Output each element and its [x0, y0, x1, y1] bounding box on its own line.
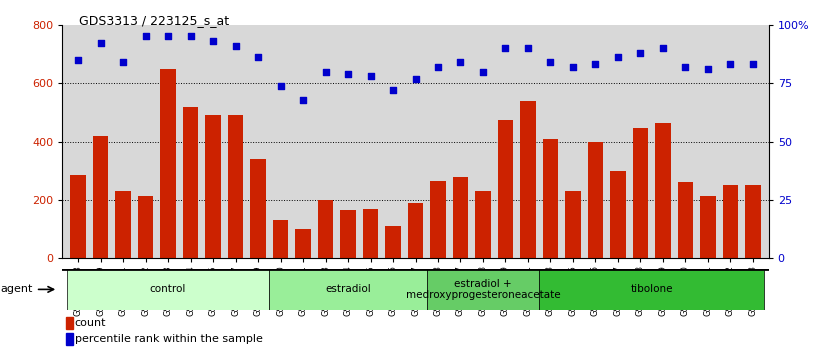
Bar [66, 317, 73, 329]
Point [206, 38, 219, 44]
Bar [408, 203, 423, 258]
Bar [677, 182, 693, 258]
Point [679, 64, 692, 70]
Bar [317, 200, 333, 258]
Bar [362, 209, 378, 258]
Point [746, 62, 760, 67]
Bar [655, 122, 671, 258]
Point [476, 69, 489, 74]
Bar [427, 269, 539, 310]
Point [319, 69, 332, 74]
Bar [269, 269, 427, 310]
Point [116, 59, 130, 65]
Bar [340, 210, 356, 258]
Point [364, 73, 377, 79]
Point [454, 59, 467, 65]
Text: count: count [75, 318, 106, 328]
Bar [273, 221, 288, 258]
Text: agent: agent [1, 284, 33, 295]
Bar [498, 120, 514, 258]
Bar [539, 269, 765, 310]
Bar [610, 171, 626, 258]
Point [229, 43, 242, 48]
Bar [228, 115, 243, 258]
Bar [116, 191, 131, 258]
Bar [745, 185, 761, 258]
Bar [66, 333, 73, 345]
Bar [160, 69, 176, 258]
Text: tibolone: tibolone [631, 284, 673, 295]
Bar [66, 269, 269, 310]
Point [94, 41, 107, 46]
Bar [700, 196, 715, 258]
Text: GDS3313 / 223125_s_at: GDS3313 / 223125_s_at [79, 14, 229, 27]
Point [409, 76, 422, 81]
Bar [93, 136, 108, 258]
Point [521, 45, 534, 51]
Bar [565, 191, 581, 258]
Point [612, 55, 625, 60]
Bar [295, 229, 311, 258]
Point [724, 62, 737, 67]
Bar [520, 101, 536, 258]
Bar [543, 139, 558, 258]
Point [274, 83, 288, 88]
Bar [70, 175, 86, 258]
Point [566, 64, 579, 70]
Bar [430, 181, 446, 258]
Text: estradiol +
medroxyprogesteroneacetate: estradiol + medroxyprogesteroneacetate [406, 279, 560, 300]
Point [589, 62, 602, 67]
Point [499, 45, 512, 51]
Point [71, 57, 85, 63]
Bar [250, 159, 266, 258]
Bar [475, 191, 491, 258]
Point [342, 71, 355, 77]
Bar [205, 115, 221, 258]
Bar [723, 185, 738, 258]
Point [656, 45, 670, 51]
Text: estradiol: estradiol [325, 284, 371, 295]
Point [543, 59, 557, 65]
Bar [385, 226, 401, 258]
Point [161, 34, 175, 39]
Text: percentile rank within the sample: percentile rank within the sample [75, 334, 263, 344]
Bar [138, 196, 154, 258]
Point [184, 34, 197, 39]
Point [431, 64, 445, 70]
Point [701, 66, 715, 72]
Point [252, 55, 265, 60]
Point [634, 50, 647, 56]
Bar [453, 177, 469, 258]
Point [297, 97, 310, 102]
Bar [632, 129, 648, 258]
Point [386, 87, 400, 93]
Text: control: control [150, 284, 186, 295]
Bar [183, 107, 199, 258]
Point [139, 34, 152, 39]
Bar [588, 142, 603, 258]
